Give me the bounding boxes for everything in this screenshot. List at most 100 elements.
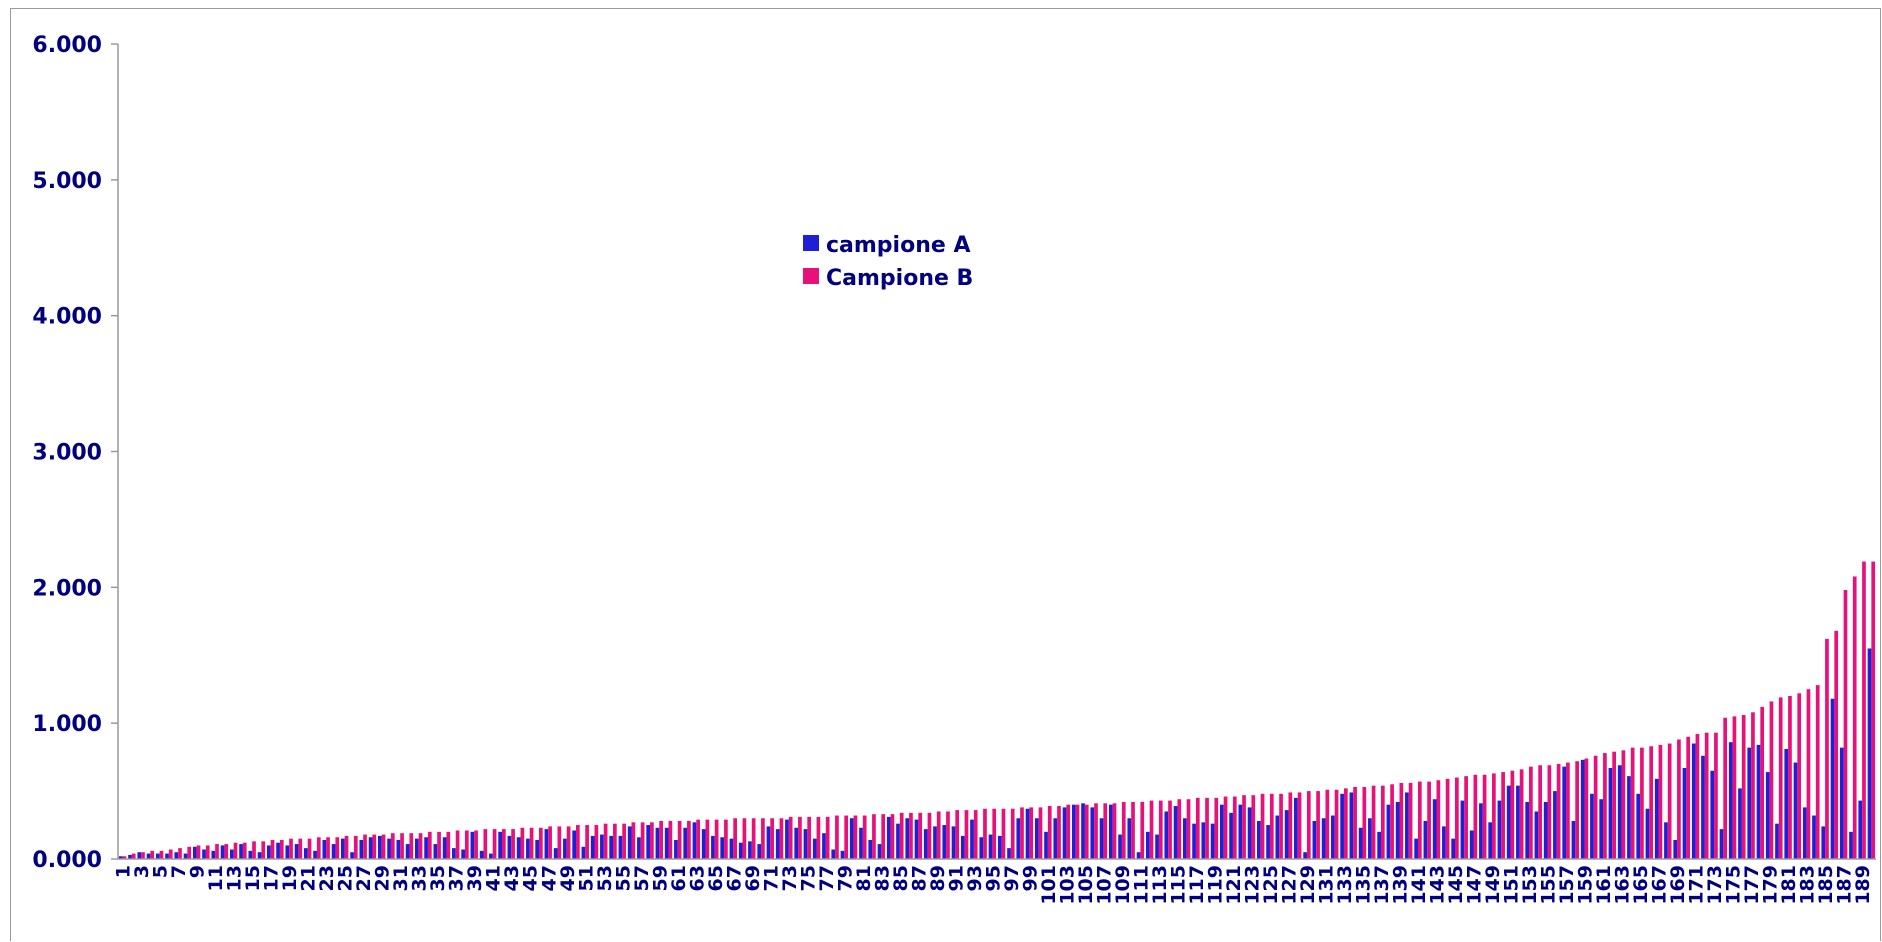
bar-campione-b <box>1723 717 1728 859</box>
x-tick-label: 123 <box>1241 865 1263 905</box>
bar-campione-b <box>1603 753 1607 859</box>
bar-campione-b <box>1778 697 1783 859</box>
bar-campione-b <box>1380 785 1385 859</box>
bar-campione-b <box>1020 807 1024 859</box>
bar-campione-a <box>877 844 882 859</box>
bar-campione-b <box>1843 590 1848 859</box>
bar-campione-b <box>1769 701 1774 859</box>
bar-campione-a <box>563 838 567 860</box>
bar-campione-b <box>631 822 636 859</box>
bar-campione-a <box>1118 834 1122 859</box>
bar-campione-b <box>187 846 192 859</box>
x-tick-label: 169 <box>1667 865 1689 905</box>
bar-campione-b <box>363 834 367 859</box>
y-tick-label: 1.000 <box>32 712 102 737</box>
bar-campione-b <box>687 820 691 859</box>
bar-campione-b <box>1084 804 1089 859</box>
bar-campione-a <box>1534 811 1539 859</box>
bar-campione-b <box>1371 785 1376 859</box>
bar-campione-b <box>474 830 478 859</box>
bar-campione-b <box>788 816 793 859</box>
x-tick-label: 65 <box>705 865 727 891</box>
bar-campione-b <box>316 837 321 859</box>
x-tick-label: 117 <box>1186 865 1208 905</box>
x-tick-label: 149 <box>1482 865 1504 905</box>
bar-campione-a <box>1756 744 1761 859</box>
x-tick-label: 55 <box>612 865 634 891</box>
bar-campione-a <box>1867 648 1872 859</box>
bar-campione-b <box>1427 781 1431 859</box>
bar-campione-b <box>724 819 728 859</box>
bar-campione-a <box>1617 765 1622 859</box>
bar-campione-b <box>751 818 756 859</box>
bar-campione-a <box>442 837 447 859</box>
bar-campione-b <box>835 815 839 859</box>
bar-campione-b <box>640 822 645 859</box>
bar-campione-a <box>600 834 604 859</box>
x-tick-label: 31 <box>390 865 412 891</box>
bar-campione-a <box>396 839 401 859</box>
bar-campione-a <box>387 838 391 860</box>
bar-campione-a <box>544 829 549 859</box>
x-tick-label: 89 <box>927 865 949 891</box>
bar-campione-a <box>1654 778 1659 859</box>
x-tick-label: 175 <box>1723 865 1745 905</box>
bar-campione-b <box>205 845 210 859</box>
bar-campione-b <box>973 810 978 859</box>
x-tick-label: 103 <box>1056 865 1078 905</box>
bar-campione-b <box>353 835 358 859</box>
x-tick-label: 145 <box>1445 865 1467 905</box>
bar-campione-a <box>951 826 956 859</box>
bar-campione-a <box>1164 811 1169 859</box>
y-tick-label: 3.000 <box>32 441 102 466</box>
bar-campione-b <box>279 839 284 859</box>
bar-campione-a <box>1728 742 1733 859</box>
bar-campione-a <box>997 835 1002 859</box>
bar-campione-b <box>1316 791 1320 859</box>
bar-campione-b <box>492 829 497 859</box>
bar-campione-a <box>340 838 345 860</box>
x-tick-label: 187 <box>1834 865 1856 905</box>
bar-campione-a <box>581 846 586 859</box>
bar-campione-a <box>738 842 743 859</box>
bar-campione-b <box>1695 734 1700 859</box>
bar-campione-a <box>637 837 641 859</box>
legend: campione A Campione B <box>803 233 973 291</box>
bar-campione-a <box>803 829 808 859</box>
bar-campione-a <box>775 829 780 859</box>
bar-campione-b <box>909 812 913 859</box>
bar-campione-b <box>1593 755 1598 859</box>
bar-campione-b <box>594 825 599 859</box>
bar-campione-a <box>1266 825 1270 859</box>
x-tick-label: 163 <box>1612 865 1634 905</box>
bar-campione-a <box>914 819 919 859</box>
bar-campione-a <box>1812 815 1816 859</box>
bar-campione-b <box>1001 808 1006 859</box>
bar-campione-a <box>674 839 678 859</box>
bar-campione-b <box>122 856 127 859</box>
x-tick-label: 115 <box>1167 865 1189 905</box>
bar-campione-a <box>285 845 290 859</box>
bar-campione-a <box>1710 770 1715 859</box>
bar-campione-a <box>1636 793 1641 859</box>
bar-campione-a <box>128 854 132 859</box>
x-tick-label: 177 <box>1741 865 1763 905</box>
bar-campione-b <box>853 815 858 859</box>
bar-campione-a <box>1442 826 1446 859</box>
bar-campione-b <box>233 842 238 859</box>
bar-campione-b <box>1529 766 1533 859</box>
bar-campione-b <box>1788 696 1792 859</box>
bar-campione-b <box>538 827 543 859</box>
bar-campione-a <box>535 839 539 859</box>
x-tick-label: 45 <box>520 865 542 891</box>
bar-campione-a <box>942 825 947 859</box>
bar-campione-b <box>464 830 469 859</box>
bar-campione-a <box>812 838 817 860</box>
bar-campione-b <box>326 837 330 859</box>
bar-campione-a <box>1034 818 1039 859</box>
bar-campione-a <box>1571 820 1576 859</box>
x-tick-label: 129 <box>1297 865 1319 905</box>
bar-campione-b <box>1260 793 1265 859</box>
bar-campione-b <box>622 823 626 859</box>
bar-campione-b <box>1640 747 1644 859</box>
